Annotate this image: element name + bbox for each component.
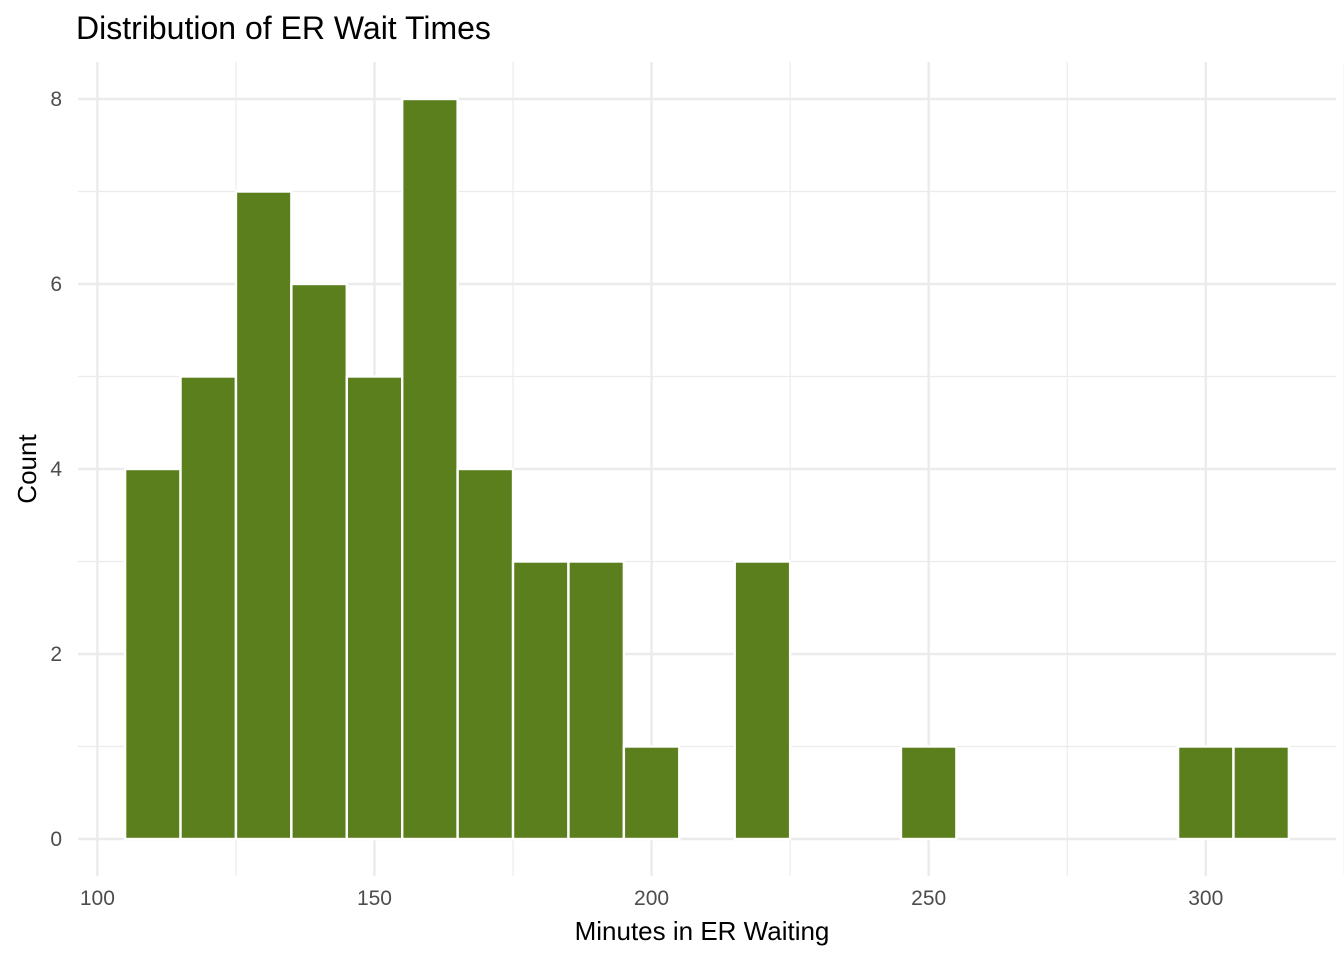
y-tick-label: 2 [50,643,62,666]
histogram-bar [899,745,958,841]
histogram-bar [1232,745,1291,841]
histogram-bar [511,560,570,841]
x-tick-label: 300 [1188,887,1223,910]
y-tick-label: 8 [50,88,62,111]
x-tick-label: 150 [357,887,392,910]
histogram-bar [345,375,404,841]
x-axis-title: Minutes in ER Waiting [575,916,830,946]
chart-title: Distribution of ER Wait Times [76,10,491,46]
histogram-bar [1176,745,1235,841]
histogram-bar [123,467,182,841]
y-axis-title: Count [12,434,42,504]
y-tick-label: 4 [50,458,62,481]
y-tick-label: 6 [50,273,62,296]
y-axis-ticks: 0 2 4 6 8 [50,88,62,851]
histogram-bar [567,560,626,841]
x-tick-label: 200 [634,887,669,910]
histogram-bar [733,560,792,841]
histogram-bar [456,467,515,841]
histogram-bar [234,190,293,841]
histogram-bar [400,97,459,841]
y-tick-label: 0 [50,828,62,851]
x-tick-label: 250 [911,887,946,910]
histogram-bar [290,282,348,841]
x-axis-ticks: 100 150 200 250 300 [80,887,1223,910]
x-tick-label: 100 [80,887,115,910]
histogram-bars [123,97,1291,841]
histogram-bar [179,375,238,841]
histogram-bar [622,745,681,841]
